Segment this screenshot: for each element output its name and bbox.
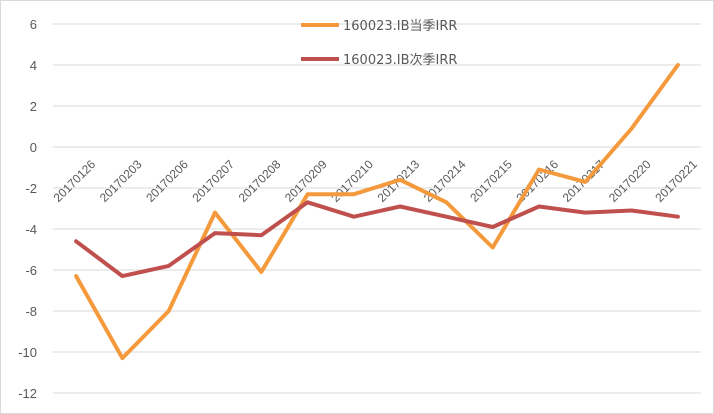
x-category-label: 20170210 — [328, 157, 376, 205]
legend-item-current-quarter: 160023.IB当季IRR — [301, 19, 457, 34]
x-category-label: 20170214 — [421, 157, 469, 205]
x-category-label: 20170221 — [652, 157, 700, 205]
series-line-next-quarter — [74, 200, 680, 279]
y-tick-label: 2 — [30, 99, 37, 114]
legend-label-next-quarter: 160023.IB次季IRR — [343, 52, 457, 68]
y-tick-label: -4 — [25, 222, 37, 237]
y-axis-ticks: 6 4 2 0 -2 -4 -6 -8 -10 -12 — [18, 17, 37, 401]
series-line-current-quarter — [74, 63, 680, 361]
y-tick-label: 0 — [30, 140, 37, 155]
x-category-label: 20170208 — [236, 157, 284, 205]
x-category-label: 20170215 — [467, 157, 515, 205]
x-category-label: 20170207 — [189, 157, 237, 205]
x-category-label: 20170206 — [143, 157, 191, 205]
legend: 160023.IB当季IRR 160023.IB次季IRR — [301, 19, 457, 68]
y-tick-label: -8 — [25, 304, 37, 319]
y-tick-label: 6 — [30, 17, 37, 32]
x-category-label: 20170126 — [51, 157, 99, 205]
grid-lines — [53, 23, 701, 394]
y-tick-label: 4 — [30, 58, 37, 73]
y-tick-label: -12 — [18, 386, 37, 401]
y-tick-label: -6 — [25, 263, 37, 278]
legend-label-current-quarter: 160023.IB当季IRR — [343, 19, 457, 34]
x-category-label: 20170220 — [606, 157, 654, 205]
y-tick-label: -2 — [25, 181, 37, 196]
series-lines — [74, 63, 680, 361]
legend-item-next-quarter: 160023.IB次季IRR — [301, 52, 457, 68]
y-tick-label: -10 — [18, 345, 37, 360]
x-category-label: 20170203 — [97, 157, 145, 205]
